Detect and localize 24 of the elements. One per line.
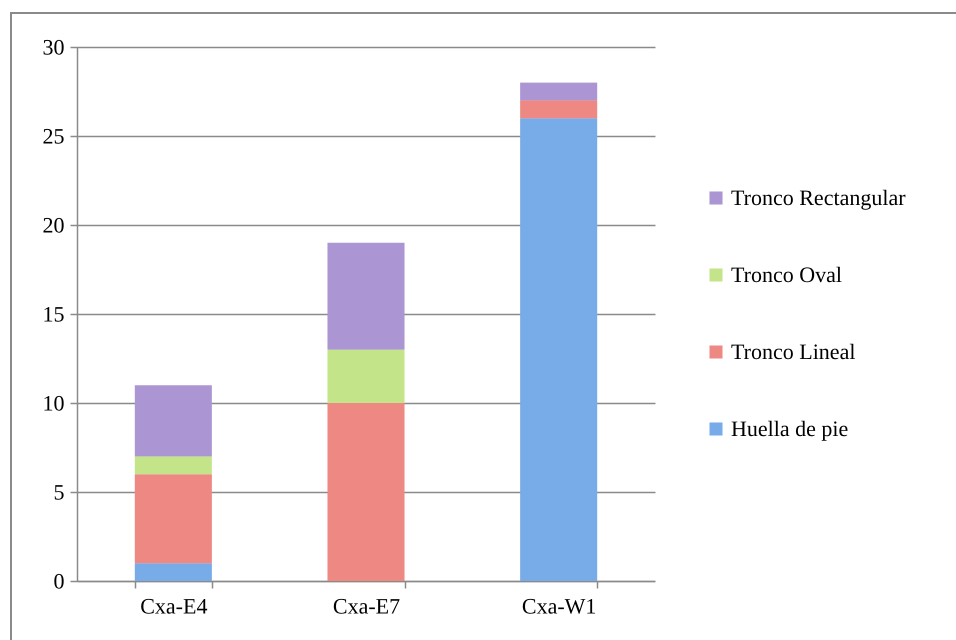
bar [327,350,405,403]
legend-label: Tronco Rectangular [731,185,906,210]
y-tick-label: 20 [42,212,64,238]
bar [134,563,212,581]
y-tick-label: 5 [54,480,64,504]
bar [134,385,212,456]
y-tick-label: 10 [42,390,64,416]
bar [520,118,598,581]
x-tick-label: Cxa-E7 [332,594,400,618]
bar [327,403,405,581]
legend-label: Tronco Lineal [731,339,856,364]
bar [520,82,598,100]
bar [134,474,212,564]
bar [134,456,212,474]
y-tick-label: 25 [42,124,64,148]
y-tick-label: 30 [42,34,64,60]
y-tick-label: 0 [54,568,64,594]
bar [327,242,405,350]
y-tick-label: 15 [42,302,64,326]
legend-label: Tronco Oval [731,262,842,287]
x-tick-label: Cxa-W1 [522,594,596,618]
x-tick-label: Cxa-E4 [140,594,208,618]
legend-label: Huella de pie [731,416,848,441]
bar [520,100,598,118]
